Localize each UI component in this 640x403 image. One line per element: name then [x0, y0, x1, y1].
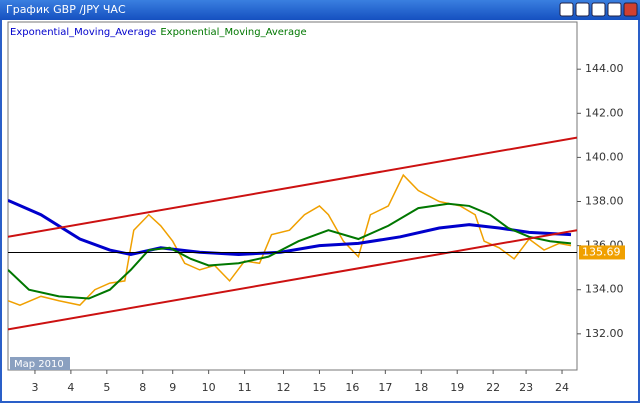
y-tick-label: 138.00 — [585, 195, 624, 208]
x-tick-label: 22 — [486, 381, 500, 394]
channel-line — [8, 229, 577, 331]
price-label: 135.69 — [582, 245, 621, 258]
price-line — [8, 173, 572, 306]
y-tick-label: 140.00 — [585, 150, 624, 163]
x-tick-label: 10 — [202, 381, 216, 394]
x-tick-label: 4 — [67, 381, 74, 394]
legend-entry: Exponential_Moving_Average — [160, 27, 306, 38]
x-tick-label: 17 — [378, 381, 392, 394]
x-tick-label: 24 — [555, 381, 569, 394]
y-tick-label: 144.00 — [585, 62, 624, 75]
x-tick-label: 19 — [450, 381, 464, 394]
x-tick-label: 23 — [519, 381, 533, 394]
x-tick-label: 8 — [139, 381, 146, 394]
maximize-button[interactable] — [607, 2, 622, 17]
close-button[interactable] — [623, 2, 638, 17]
minimize-button[interactable] — [575, 2, 590, 17]
price-label-box — [579, 245, 625, 260]
title-bar — [0, 0, 640, 20]
help-button[interactable] — [559, 2, 574, 17]
x-tick-label: 9 — [169, 381, 176, 394]
date-label: Мар 2010 — [14, 359, 64, 370]
x-tick-label: 3 — [31, 381, 38, 394]
window-title: График GBP /JPY ЧАС — [6, 3, 126, 16]
y-tick-label: 142.00 — [585, 106, 624, 119]
chart-area — [2, 20, 638, 401]
legend-entry: Exponential_Moving_Average — [10, 27, 156, 38]
restore-button[interactable] — [591, 2, 606, 17]
x-tick-label: 11 — [238, 381, 252, 394]
y-tick-label: 132.00 — [585, 327, 624, 340]
x-tick-label: 15 — [312, 381, 326, 394]
window-buttons[interactable] — [559, 2, 638, 17]
x-tick-label: 16 — [345, 381, 359, 394]
legend: Exponential_Moving_Average Exponential_Mo… — [10, 27, 307, 38]
y-tick-label: 134.00 — [585, 283, 624, 296]
ema-line — [8, 202, 572, 300]
x-tick-label: 12 — [277, 381, 291, 394]
x-tick-label: 18 — [414, 381, 428, 394]
plot-border — [7, 21, 578, 371]
date-label-box — [10, 357, 70, 370]
channel-line — [8, 136, 577, 238]
x-tick-label: 5 — [103, 381, 110, 394]
